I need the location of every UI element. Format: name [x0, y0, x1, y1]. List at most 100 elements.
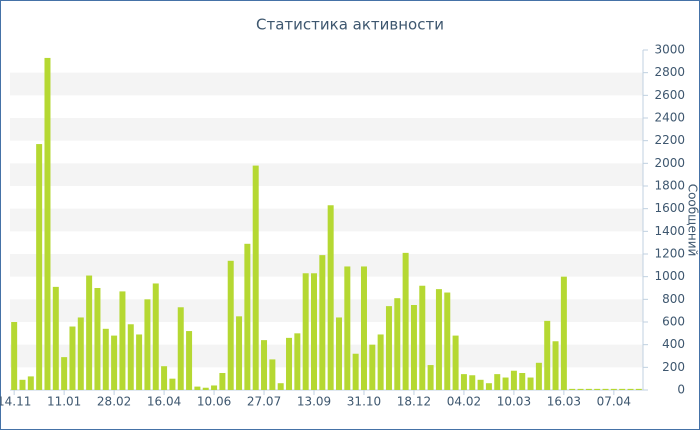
- bar: [94, 288, 101, 390]
- x-tick-label: 13.09: [297, 395, 331, 409]
- bar: [186, 331, 193, 390]
- y-tick-label: 1000: [654, 269, 685, 283]
- bar: [44, 57, 51, 390]
- bar: [77, 317, 84, 390]
- bar: [36, 144, 43, 390]
- bar: [302, 273, 309, 390]
- bar: [244, 243, 251, 390]
- bar: [619, 388, 626, 390]
- bar: [435, 289, 442, 390]
- y-tick-label: 2000: [654, 156, 685, 170]
- x-tick-label: 16.04: [147, 395, 181, 409]
- bar: [111, 335, 118, 390]
- bar: [460, 374, 467, 390]
- y-tick-label: 200: [662, 360, 685, 374]
- bar: [319, 255, 326, 390]
- bar: [52, 286, 59, 390]
- bar: [127, 324, 134, 390]
- y-tick-label: 1400: [654, 224, 685, 238]
- bar: [485, 383, 492, 390]
- x-tick-label: 16.03: [547, 395, 581, 409]
- grid-band: [10, 254, 643, 277]
- x-tick-label: 04.02: [447, 395, 481, 409]
- bar: [410, 305, 417, 390]
- bar: [477, 379, 484, 390]
- grid-band: [10, 72, 643, 96]
- bar: [86, 275, 93, 390]
- y-tick-label: 3000: [654, 43, 685, 57]
- bar: [402, 252, 409, 390]
- bar: [152, 283, 159, 390]
- bar: [227, 260, 234, 390]
- chart-title: Статистика активности: [256, 16, 444, 34]
- bar: [102, 328, 109, 390]
- bar: [577, 388, 584, 390]
- bar: [585, 388, 592, 390]
- bar: [502, 377, 509, 390]
- bar: [19, 379, 26, 390]
- x-tick-label: 18.12: [397, 395, 431, 409]
- x-tick-label: 11.01: [47, 395, 81, 409]
- bar: [286, 337, 293, 390]
- x-tick-label: 10.06: [197, 395, 231, 409]
- bar: [419, 285, 426, 390]
- y-tick-label: 600: [662, 315, 685, 329]
- y-tick-label: 2600: [654, 88, 685, 102]
- bar: [360, 266, 367, 390]
- bar: [377, 334, 384, 390]
- x-tick-label: 27.07: [247, 395, 281, 409]
- y-tick-label: 1600: [654, 201, 685, 215]
- bar: [211, 385, 218, 390]
- bar: [452, 335, 459, 390]
- bar: [510, 370, 517, 390]
- bar: [202, 387, 209, 390]
- bar: [427, 365, 434, 390]
- grid-band: [10, 163, 643, 186]
- bar: [11, 322, 18, 390]
- y-tick-label: 2800: [654, 65, 685, 79]
- bar: [594, 388, 601, 390]
- bar: [344, 266, 351, 390]
- x-tick-label: 28.02: [97, 395, 131, 409]
- bar: [494, 374, 501, 390]
- bar: [352, 353, 359, 390]
- bar: [161, 366, 168, 390]
- bar: [61, 357, 68, 390]
- x-tick-label: 07.04: [597, 395, 631, 409]
- bar: [119, 291, 126, 390]
- bar: [610, 388, 617, 390]
- bar: [27, 376, 34, 390]
- grid-band: [10, 299, 643, 322]
- y-tick-label: 400: [662, 337, 685, 351]
- grid-band: [10, 208, 643, 232]
- bar: [327, 205, 334, 390]
- bar: [444, 292, 451, 390]
- bar: [569, 388, 576, 390]
- bar: [527, 377, 534, 390]
- y-tick-label: 800: [662, 292, 685, 306]
- bar: [602, 388, 609, 390]
- x-tick-label: 14.11: [0, 395, 31, 409]
- bar: [535, 362, 542, 390]
- y-axis-label: Сообщений: [686, 184, 700, 257]
- bar: [519, 373, 526, 390]
- bar: [294, 333, 301, 390]
- x-tick-label: 10.03: [497, 395, 531, 409]
- y-tick-label: 2200: [654, 133, 685, 147]
- bar: [277, 383, 284, 390]
- bar: [560, 276, 567, 390]
- bar: [194, 386, 201, 390]
- bar: [544, 320, 551, 390]
- bar: [261, 340, 268, 390]
- bar: [311, 273, 318, 390]
- bar: [219, 373, 226, 390]
- bar: [252, 165, 259, 390]
- bar: [69, 326, 76, 390]
- grid-band: [10, 118, 643, 141]
- bar: [635, 388, 642, 390]
- bar: [469, 375, 476, 390]
- bar: [627, 388, 634, 390]
- bar: [136, 334, 143, 390]
- bar: [169, 378, 176, 390]
- x-tick-label: 31.10: [347, 395, 381, 409]
